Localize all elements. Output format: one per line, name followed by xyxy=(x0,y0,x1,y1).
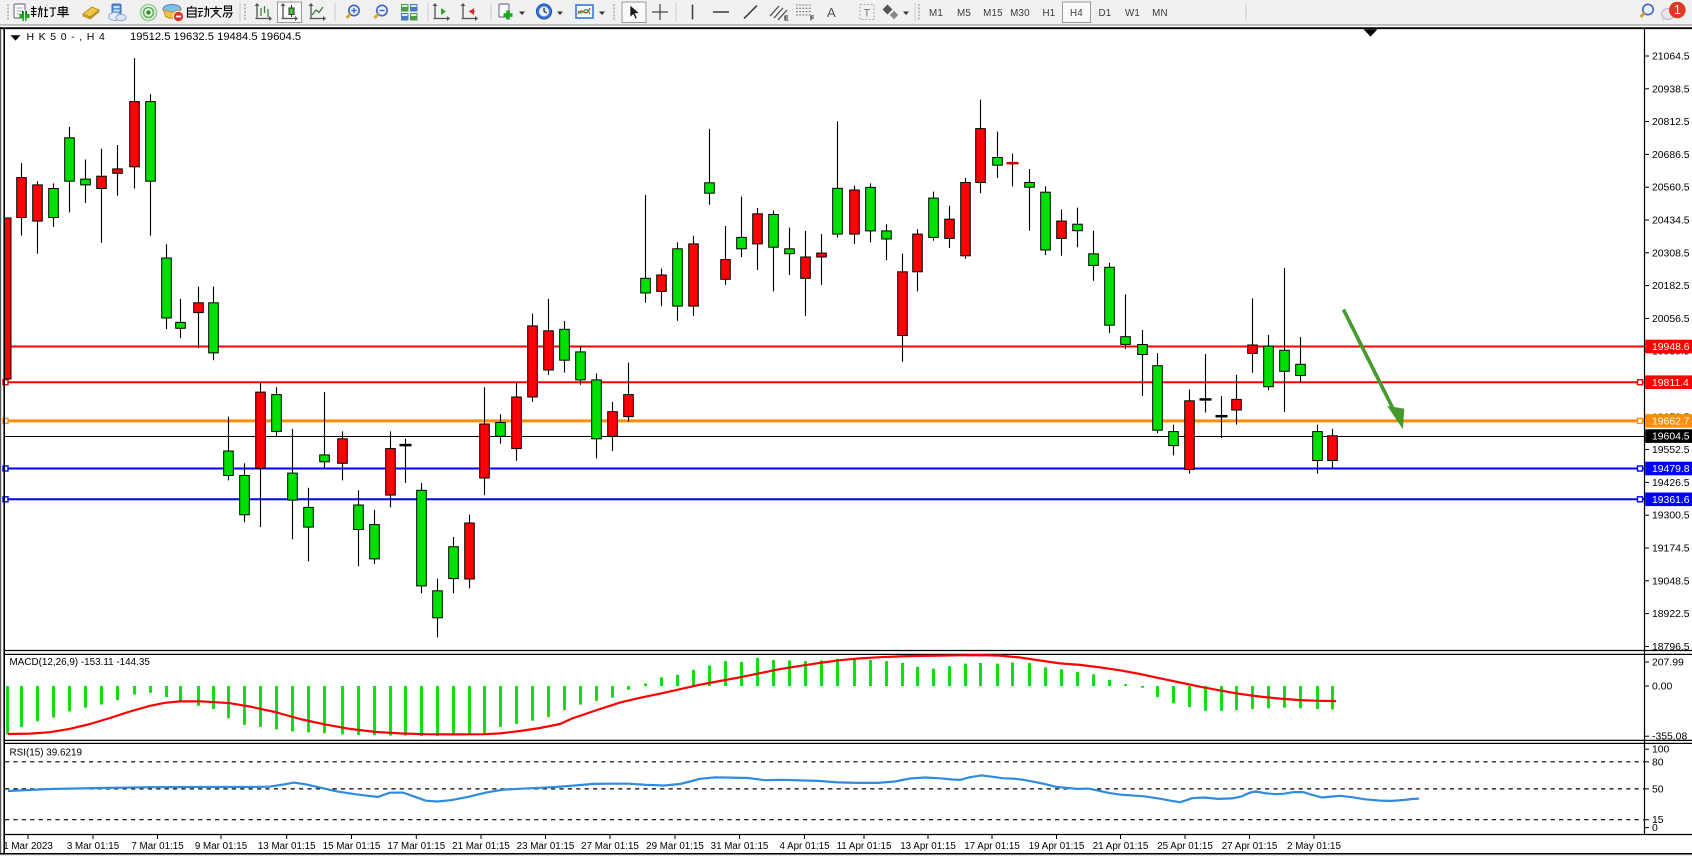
svg-text:M5: M5 xyxy=(957,8,971,19)
svg-text:7 Mar 01:15: 7 Mar 01:15 xyxy=(131,841,184,852)
svg-text:23 Mar 01:15: 23 Mar 01:15 xyxy=(517,841,575,852)
svg-text:2 May 01:15: 2 May 01:15 xyxy=(1287,841,1341,852)
svg-text:20812.5: 20812.5 xyxy=(1652,117,1690,128)
svg-text:19361.6: 19361.6 xyxy=(1652,495,1690,506)
svg-text:21 Apr 01:15: 21 Apr 01:15 xyxy=(1093,841,1149,852)
svg-text:13 Mar 01:15: 13 Mar 01:15 xyxy=(258,841,316,852)
svg-text:19174.5: 19174.5 xyxy=(1652,544,1690,555)
svg-text:25 Apr 01:15: 25 Apr 01:15 xyxy=(1157,841,1213,852)
svg-text:19948.6: 19948.6 xyxy=(1652,342,1690,353)
svg-text:W1: W1 xyxy=(1125,8,1140,19)
svg-text:19604.5: 19604.5 xyxy=(1652,432,1690,443)
svg-text:21064.5: 21064.5 xyxy=(1652,52,1690,63)
svg-text:19662.7: 19662.7 xyxy=(1652,417,1690,428)
svg-text:M30: M30 xyxy=(1010,8,1030,19)
svg-text:RSI(15) 39.6219: RSI(15) 39.6219 xyxy=(10,748,83,759)
svg-text:80: 80 xyxy=(1652,757,1664,768)
svg-text:M15: M15 xyxy=(983,8,1003,19)
svg-text:0.00: 0.00 xyxy=(1652,682,1672,693)
svg-text:27 Mar 01:15: 27 Mar 01:15 xyxy=(581,841,639,852)
svg-text:H4: H4 xyxy=(1070,8,1083,19)
svg-text:18796.5: 18796.5 xyxy=(1652,642,1690,653)
svg-text:E: E xyxy=(784,16,789,23)
svg-text:MACD(12,26,9) -153.11 -144.35: MACD(12,26,9) -153.11 -144.35 xyxy=(10,657,151,668)
svg-text:F: F xyxy=(810,16,815,23)
svg-text:20686.5: 20686.5 xyxy=(1652,150,1690,161)
svg-text:31 Mar 01:15: 31 Mar 01:15 xyxy=(711,841,769,852)
svg-text:3 Mar 01:15: 3 Mar 01:15 xyxy=(67,841,120,852)
svg-text:-355.08: -355.08 xyxy=(1652,732,1687,743)
svg-text:20056.5: 20056.5 xyxy=(1652,314,1690,325)
svg-text:20308.5: 20308.5 xyxy=(1652,248,1690,259)
svg-text:19 Apr 01:15: 19 Apr 01:15 xyxy=(1029,841,1085,852)
svg-text:M1: M1 xyxy=(929,8,943,19)
svg-text:MN: MN xyxy=(1152,8,1168,19)
svg-text:17 Mar 01:15: 17 Mar 01:15 xyxy=(387,841,445,852)
svg-text:20434.5: 20434.5 xyxy=(1652,216,1690,227)
svg-text:19048.5: 19048.5 xyxy=(1652,576,1690,587)
svg-text:19426.5: 19426.5 xyxy=(1652,478,1690,489)
svg-text:18922.5: 18922.5 xyxy=(1652,609,1690,620)
svg-text:17 Apr 01:15: 17 Apr 01:15 xyxy=(964,841,1020,852)
svg-text:4 Apr 01:15: 4 Apr 01:15 xyxy=(779,841,830,852)
svg-text:D1: D1 xyxy=(1099,8,1112,19)
svg-text:0: 0 xyxy=(1652,823,1658,834)
svg-text:19552.5: 19552.5 xyxy=(1652,445,1690,456)
svg-text:21 Mar 01:15: 21 Mar 01:15 xyxy=(452,841,510,852)
svg-text:207.99: 207.99 xyxy=(1652,658,1684,669)
svg-text:19300.5: 19300.5 xyxy=(1652,511,1690,522)
svg-text:T: T xyxy=(864,8,871,20)
svg-text:19512.5 19632.5 19484.5 19604.: 19512.5 19632.5 19484.5 19604.5 xyxy=(130,31,301,43)
svg-text:29 Mar 01:15: 29 Mar 01:15 xyxy=(646,841,704,852)
svg-text:27 Apr 01:15: 27 Apr 01:15 xyxy=(1222,841,1278,852)
svg-text:9 Mar 01:15: 9 Mar 01:15 xyxy=(195,841,248,852)
svg-text:100: 100 xyxy=(1652,745,1670,756)
svg-text:1: 1 xyxy=(1674,3,1681,17)
svg-text:13 Apr 01:15: 13 Apr 01:15 xyxy=(900,841,956,852)
svg-text:H1: H1 xyxy=(1043,8,1056,19)
svg-text:15: 15 xyxy=(1652,815,1664,826)
svg-text:15 Mar 01:15: 15 Mar 01:15 xyxy=(323,841,381,852)
svg-text:A: A xyxy=(827,5,836,20)
svg-text:1 Mar 2023: 1 Mar 2023 xyxy=(3,841,53,852)
svg-text:20182.5: 20182.5 xyxy=(1652,281,1690,292)
svg-text:20938.5: 20938.5 xyxy=(1652,84,1690,95)
svg-text:HK50-,H4: HK50-,H4 xyxy=(27,31,110,43)
svg-text:50: 50 xyxy=(1652,784,1664,795)
svg-text:11 Apr 01:15: 11 Apr 01:15 xyxy=(837,841,892,852)
svg-text:19811.4: 19811.4 xyxy=(1652,378,1689,389)
svg-text:19479.8: 19479.8 xyxy=(1652,464,1690,475)
svg-text:20560.5: 20560.5 xyxy=(1652,183,1690,194)
